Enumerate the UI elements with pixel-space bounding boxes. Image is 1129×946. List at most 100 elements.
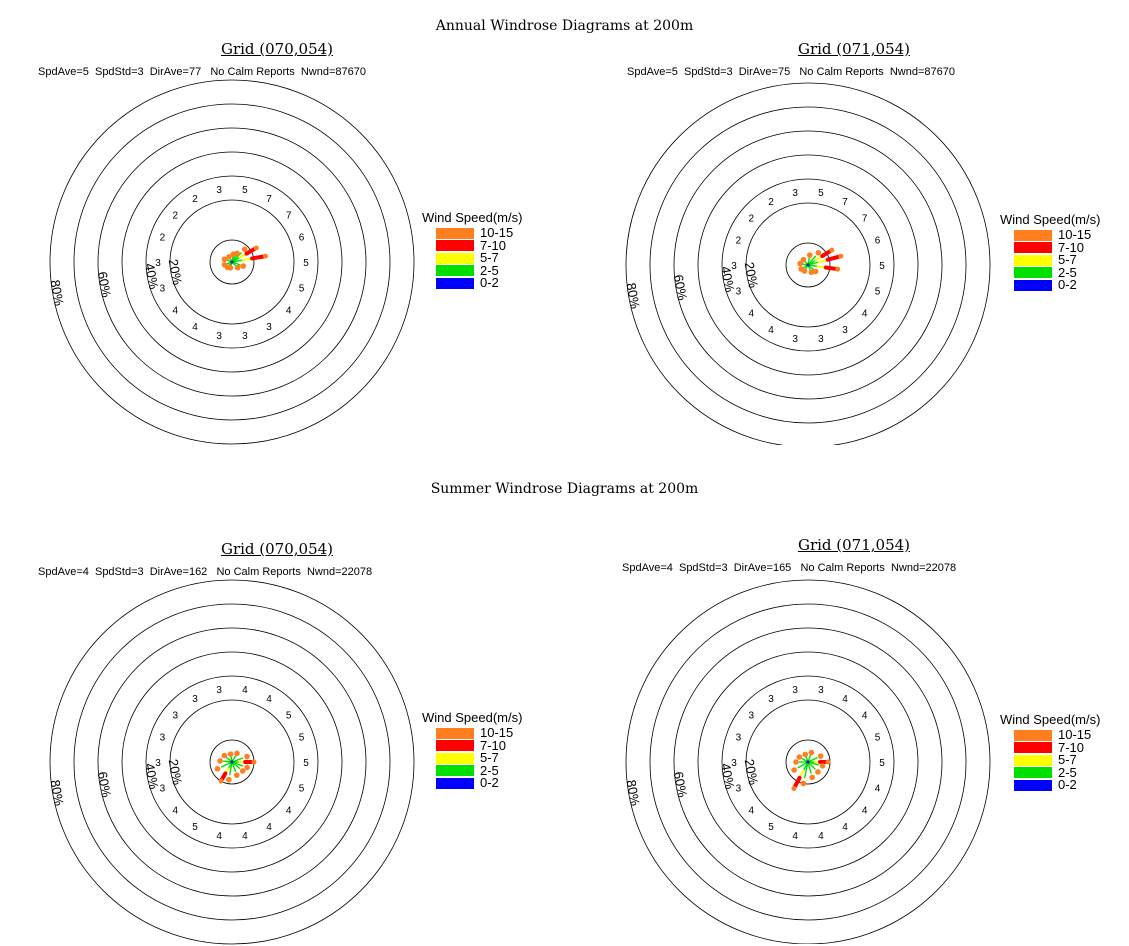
petal-stem (807, 761, 812, 774)
legend-swatch (1014, 279, 1052, 291)
ring-label: 20% (166, 758, 185, 787)
ring-label: 40% (142, 262, 161, 291)
ring (97, 127, 367, 397)
windrose-plot: 20% 40% 60% 80% 3 4 4 5 5 4 4 4 4 4 5 4 3 3 3 3 3 3 (624, 579, 991, 944)
direction-label: 4 (286, 306, 292, 317)
grid-label-summer-071: Grid (071,054) (797, 536, 911, 554)
ring (121, 151, 343, 373)
petal-tip (262, 253, 268, 259)
ring (721, 178, 895, 352)
ring (649, 603, 967, 921)
ring (745, 202, 871, 328)
petal-tip (793, 759, 799, 765)
direction-label: 5 (286, 710, 292, 721)
direction-label: 7 (842, 197, 848, 208)
direction-label: 6 (875, 236, 881, 247)
direction-label: 3 (731, 758, 737, 769)
direction-label: 4 (749, 309, 755, 320)
windrose-plot: 20% 40% 60% 80% 5 7 7 6 5 5 4 3 3 3 4 4 3 3 2 2 2 3 (48, 79, 415, 445)
ring (49, 79, 415, 445)
petal-tip (815, 769, 821, 775)
direction-label: 3 (818, 685, 824, 696)
petal-stem (807, 255, 817, 266)
stats-line: SpdAve=4 SpdStd=3 DirAve=162 No Calm Rep… (38, 566, 373, 578)
petal-tip (234, 750, 240, 757)
petal-tip (234, 264, 241, 271)
ring (169, 199, 295, 325)
ring (649, 106, 967, 424)
legend: Wind Speed(m/s) 10-15 7-10 5-7 2-5 0-2 (422, 710, 522, 790)
ring (625, 579, 991, 944)
ring-label: 80% (48, 779, 67, 808)
petal-tip (244, 764, 250, 771)
direction-label: 3 (160, 283, 166, 294)
legend-title: Wind Speed(m/s) (422, 210, 523, 225)
petal-stem (231, 757, 244, 763)
direction-label: 4 (842, 694, 848, 705)
petal-tip (241, 246, 248, 253)
legend-swatch (1014, 267, 1052, 279)
ring (73, 103, 391, 421)
legend-label: 2-5 (1058, 764, 1077, 780)
direction-label: 3 (216, 685, 222, 696)
petal-stem (807, 761, 816, 770)
ring-label: 60% (671, 273, 690, 302)
direction-label: 7 (266, 194, 272, 205)
petal-tip (226, 776, 232, 783)
legend-title: Wind Speed(m/s) (422, 710, 523, 725)
direction-label: 4 (862, 806, 868, 817)
legend-swatch (1014, 742, 1052, 754)
direction-label: 4 (242, 685, 248, 696)
ring (673, 130, 943, 400)
legend-label: 5-7 (480, 250, 499, 266)
direction-label: 3 (155, 258, 161, 269)
legend-swatch (1014, 254, 1052, 266)
summer-section-title: Summer Windrose Diagrams at 200m (430, 481, 699, 497)
legend-swatch (1014, 779, 1052, 791)
ring (121, 651, 343, 873)
windrose-panel: SpdAve=4 SpdStd=3 DirAve=162 No Calm Rep… (8, 560, 568, 945)
direction-label: 5 (818, 188, 824, 199)
petal-tip (230, 251, 237, 257)
legend-swatch (436, 727, 474, 739)
direction-label: 3 (731, 261, 737, 272)
petal-tip (233, 772, 240, 778)
legend-label: 0-2 (1058, 277, 1077, 293)
petal-tip (802, 751, 809, 758)
windrose-panel: SpdAve=5 SpdStd=3 DirAve=77 No Calm Repo… (8, 60, 568, 445)
ring (73, 603, 391, 921)
petal-stem (228, 761, 233, 776)
direction-label: 2 (160, 233, 166, 244)
direction-label: 4 (792, 831, 798, 842)
legend-label: 7-10 (1058, 239, 1085, 255)
petal-tip (800, 256, 807, 263)
direction-label: 5 (192, 822, 198, 833)
direction-label: 4 (192, 322, 198, 333)
direction-label: 2 (192, 194, 198, 205)
petal-tip (791, 767, 797, 773)
direction-label: 4 (266, 822, 272, 833)
direction-label: 5 (299, 783, 305, 794)
direction-label: 4 (173, 806, 179, 817)
petal-tip (221, 256, 228, 263)
direction-label: 5 (303, 758, 309, 769)
ring-label: 60% (671, 770, 690, 799)
petal-stem (220, 761, 233, 768)
petal-tip (796, 754, 803, 760)
ring-label: 80% (48, 279, 67, 308)
legend: Wind Speed(m/s) 10-15 7-10 5-7 2-5 0-2 (422, 210, 522, 290)
direction-label: 4 (862, 309, 868, 320)
petal-tip (808, 269, 815, 276)
petal-tip (251, 759, 257, 765)
direction-label: 5 (242, 185, 248, 196)
direction-label: 4 (266, 694, 272, 705)
petal-tip (214, 765, 221, 772)
legend-label: 0-2 (480, 275, 499, 291)
ring (697, 154, 919, 376)
direction-label: 2 (768, 197, 774, 208)
petal-tip (227, 751, 234, 757)
petal-stem (231, 761, 237, 773)
petal-tip (227, 264, 234, 271)
direction-label: 4 (875, 783, 881, 794)
legend-label: 10-15 (480, 725, 514, 741)
